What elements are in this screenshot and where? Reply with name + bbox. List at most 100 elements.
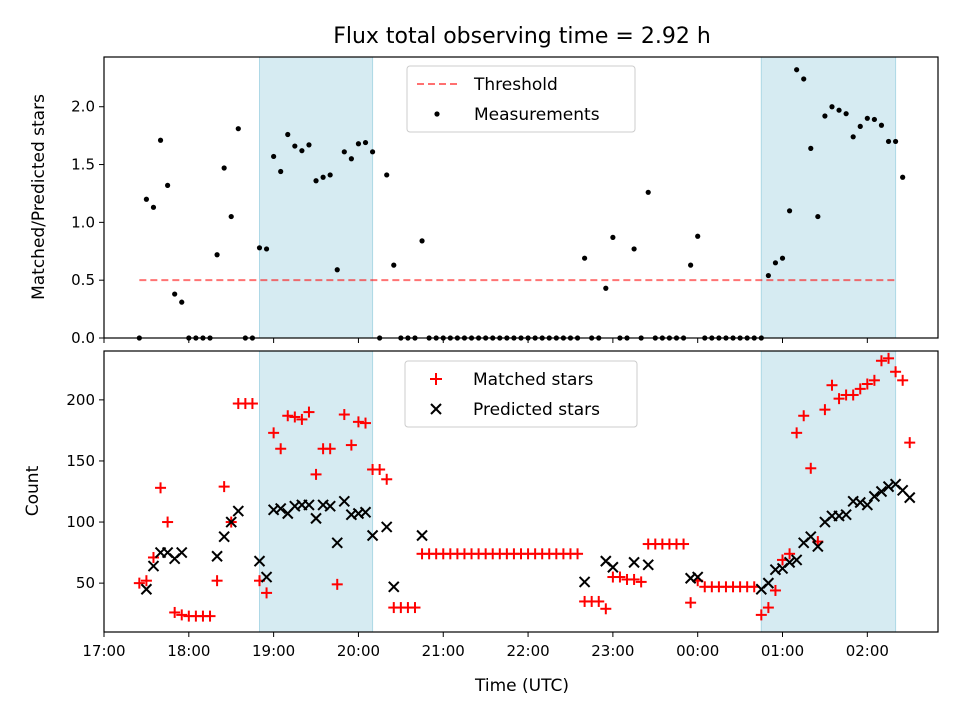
top-legend-box [406,65,636,133]
matched-star-point [678,538,690,550]
matched-star-point [268,427,280,439]
predicted-star-point [274,502,287,515]
matched-star-point [246,398,258,410]
matched-star-point [162,516,174,528]
bottom-shaded-intervals [258,350,897,633]
bottom-plot-frame [103,350,939,633]
matched-star-point [374,464,386,476]
measurement-point [172,291,178,297]
top-shaded-band-2 [760,56,897,339]
x-tick-label: 19:00 [252,642,295,660]
matched-star-point [176,609,188,621]
predicted-stars-points [140,478,916,595]
measurement-point [645,189,651,195]
predicted-star-point [147,560,160,572]
bottom-y-axis-label: Count [23,465,43,516]
measurement-point [341,149,347,155]
predicted-star-point [303,499,315,511]
bottom-panel: 50 100 150 200 17:00 18:00 19:00 20:00 21:00 22:… [23,350,939,696]
x-axis-label: Time (UTC) [474,676,569,696]
x-tick-label: 18:00 [167,642,210,660]
matched-star-point [798,410,810,422]
top-y-tick-label: 1.5 [71,156,95,174]
matched-star-point [685,597,697,609]
measurement-point [822,113,828,119]
x-tick-label: 23:00 [591,642,634,660]
measurement-point [313,178,319,184]
predicted-star-point [338,495,351,507]
predicted-star-point [762,577,775,589]
measurement-point [327,172,333,178]
predicted-star-point [642,559,654,571]
matched-star-point [140,575,152,587]
predicted-star-point [388,581,400,593]
measurement-point [779,255,786,261]
top-y-tick-label: 0.5 [71,271,95,289]
matched-star-point [614,571,626,583]
bottom-shaded-band-2 [760,350,897,633]
matched-star-point [338,409,350,421]
measurement-point [235,126,241,132]
predicted-star-point [176,546,188,559]
measurement-point [610,234,616,240]
matched-star-point [904,437,916,449]
predicted-star-point [416,529,428,542]
top-y-tick-label: 1.0 [71,213,95,231]
predicted-star-point [868,490,881,503]
top-plot-frame [103,56,939,339]
predicted-star-point [578,576,591,588]
measurement-point [582,255,588,261]
matched-star-point [218,481,230,493]
matched-star-point [890,366,902,378]
measurement-point [900,174,906,180]
measurement-point [384,172,390,178]
bottom-legend: Matched stars Predicted stars [404,360,638,428]
measurement-point [801,76,807,82]
legend-predicted-swatch [430,403,442,415]
matched-star-point [409,602,421,614]
top-y-axis-label: Matched/Predicted stars [29,94,49,300]
measurement-point [306,142,312,148]
matched-star-point [897,374,909,386]
bottom-x-ticks: 17:00 18:00 19:00 20:00 21:00 22:00 23:00 00:00… [82,632,889,660]
measurement-point [836,107,842,113]
matched-star-point [204,610,216,622]
predicted-star-point [232,505,244,517]
matched-star-point [593,595,605,607]
matched-star-point [296,413,308,425]
top-y-tick-label: 2.0 [71,98,95,116]
legend-matched-swatch [430,373,442,385]
matched-star-point [133,577,145,589]
matched-star-point [868,374,880,386]
x-tick-label: 00:00 [676,642,719,660]
predicted-star-point [253,555,266,567]
bottom-y-tick-label: 150 [66,452,95,470]
matched-star-point [635,576,647,588]
matched-star-point [600,603,612,615]
top-shaded-band-1 [258,56,374,339]
top-legend: Threshold Measurements [406,65,636,133]
matched-star-point [847,389,859,401]
measurement-point [815,213,821,220]
measurement-point [263,246,270,252]
matched-star-point [762,602,774,614]
chart-title: Flux total observing time = 2.92 h [333,24,711,49]
measurement-point [320,174,326,180]
predicted-star-point [691,571,704,583]
x-tick-label: 02:00 [846,642,889,660]
predicted-star-point [218,530,230,543]
measurement-point [355,141,362,147]
matched-star-point [854,383,866,395]
measurement-point [278,168,284,175]
legend-predicted-label: Predicted stars [473,400,600,420]
measurement-point [772,260,779,266]
matched-star-point [755,609,767,621]
predicted-star-point [331,537,343,549]
matched-star-point [628,573,640,585]
measurement-point [871,116,877,123]
predicted-star-point [381,521,393,533]
matched-star-point [289,411,301,423]
matched-star-point [261,587,273,599]
measurement-point [688,262,694,268]
x-tick-label: 01:00 [761,642,804,660]
